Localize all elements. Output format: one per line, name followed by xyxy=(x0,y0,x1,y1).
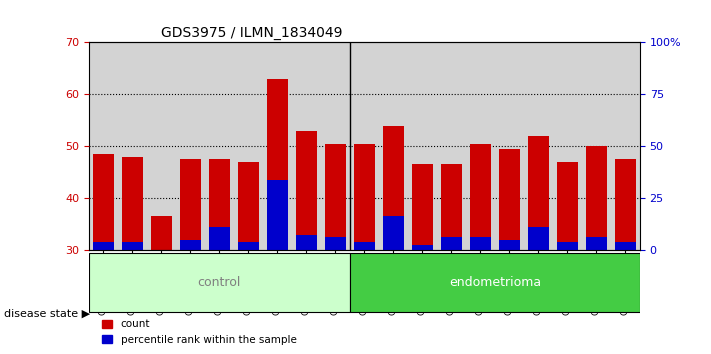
Text: endometrioma: endometrioma xyxy=(449,276,541,289)
FancyBboxPatch shape xyxy=(89,253,350,312)
Bar xyxy=(122,242,142,250)
Bar xyxy=(528,227,549,250)
Bar xyxy=(267,180,287,250)
Bar xyxy=(412,165,432,250)
Bar xyxy=(151,216,171,250)
Bar xyxy=(615,242,636,250)
Bar xyxy=(325,144,346,250)
Bar xyxy=(383,126,404,250)
Bar xyxy=(325,237,346,250)
Text: control: control xyxy=(198,276,241,289)
Bar xyxy=(209,159,230,250)
Bar xyxy=(238,162,259,250)
Bar xyxy=(93,154,114,250)
Bar xyxy=(122,157,142,250)
Bar xyxy=(267,79,287,250)
Legend: count, percentile rank within the sample: count, percentile rank within the sample xyxy=(97,315,301,349)
Bar xyxy=(383,216,404,250)
Bar xyxy=(180,159,201,250)
Bar xyxy=(296,235,316,250)
Bar xyxy=(354,144,375,250)
Bar xyxy=(499,149,520,250)
FancyBboxPatch shape xyxy=(350,253,640,312)
Bar xyxy=(296,131,316,250)
Bar xyxy=(354,242,375,250)
Bar xyxy=(470,237,491,250)
Text: GDS3975 / ILMN_1834049: GDS3975 / ILMN_1834049 xyxy=(161,26,342,40)
Text: disease state ▶: disease state ▶ xyxy=(4,308,90,318)
Bar xyxy=(442,237,461,250)
Bar xyxy=(557,162,577,250)
Bar xyxy=(238,242,259,250)
Bar xyxy=(209,227,230,250)
Bar xyxy=(442,165,461,250)
Bar xyxy=(412,245,432,250)
Bar xyxy=(615,159,636,250)
Bar xyxy=(180,240,201,250)
Bar xyxy=(587,146,606,250)
Bar xyxy=(557,242,577,250)
Bar xyxy=(470,144,491,250)
Bar xyxy=(587,237,606,250)
Bar xyxy=(499,240,520,250)
Bar xyxy=(528,136,549,250)
Bar xyxy=(93,242,114,250)
